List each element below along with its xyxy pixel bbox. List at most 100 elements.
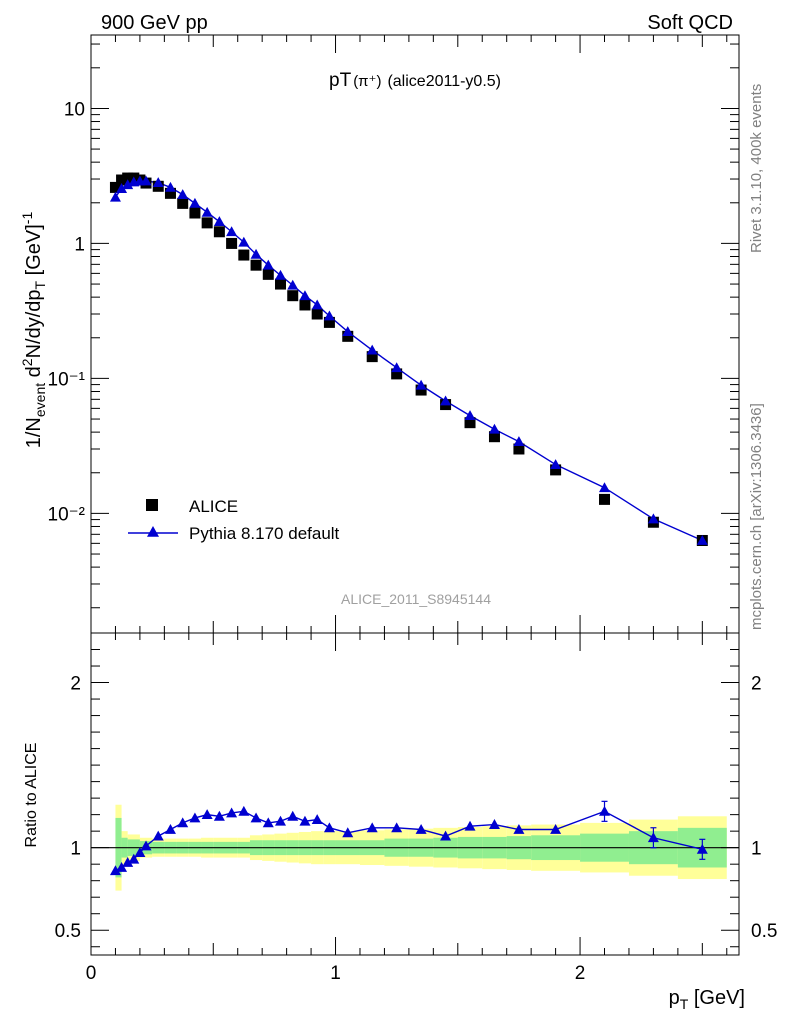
ratio-data-point — [415, 824, 427, 834]
ratio-data-point — [250, 812, 262, 823]
pythia-data-point — [140, 175, 152, 186]
alice-data-point — [415, 384, 427, 396]
pythia-data-point — [275, 269, 287, 280]
ratio-y-tick-label-right: 2 — [751, 674, 762, 695]
ratio-data-point — [128, 853, 140, 864]
plot-title-main: pT — [329, 70, 352, 91]
ratio-data-point — [134, 847, 146, 858]
pythia-data-point — [599, 482, 611, 493]
ratio-data-point — [488, 819, 500, 829]
ratio-data-point — [164, 824, 176, 834]
ratio-plot-content — [91, 800, 739, 891]
ratio-data-point — [513, 824, 525, 834]
ratio-plot-panel: 0.5 0.5 1 1 2 2 0 1 2 — [55, 632, 777, 984]
ratio-data-point — [599, 805, 611, 816]
alice-data-point — [226, 237, 238, 249]
alice-data-point — [201, 217, 213, 229]
alice-data-point — [299, 299, 311, 311]
ratio-data-point — [109, 865, 121, 876]
pythia-data-point — [696, 534, 708, 545]
ratio-data-point — [391, 822, 403, 833]
x-tick-label: 2 — [575, 963, 586, 984]
ratio-axes: 0.5 0.5 1 1 2 2 0 1 2 — [55, 633, 777, 984]
ratio-data-point — [311, 814, 323, 824]
ratio-data-point — [122, 857, 134, 867]
ratio-data-point — [262, 817, 274, 828]
alice-data-point — [599, 493, 611, 505]
ratio-y-tick-label-right: 1 — [751, 839, 762, 860]
pythia-data-point — [152, 177, 164, 188]
ratio-y-tick-label-right: 0.5 — [751, 921, 777, 942]
pythia-data-point — [238, 236, 250, 247]
pythia-data-point — [323, 310, 335, 321]
pythia-data-point — [287, 279, 299, 290]
pythia-data-point — [122, 179, 134, 190]
ratio-data-point — [464, 820, 476, 831]
header-left: 900 GeV pp — [101, 12, 208, 34]
alice-data-point — [488, 431, 500, 443]
x-axis-label: pT [GeV] — [669, 987, 745, 1012]
ratio-data-point — [550, 824, 562, 834]
alice-data-point — [189, 207, 201, 219]
alice-data-point — [550, 464, 562, 476]
pythia-data-point — [262, 259, 274, 270]
pythia-data-point — [391, 362, 403, 373]
main-y-tick-label: 10 — [64, 99, 85, 120]
pythia-data-point — [213, 216, 225, 227]
alice-data-point — [238, 249, 250, 261]
ratio-data-point — [440, 830, 452, 841]
ratio-data-point — [299, 815, 311, 826]
x-tick-label: 0 — [86, 963, 97, 984]
ratio-data-point — [647, 832, 659, 843]
pythia-data-point — [366, 344, 378, 355]
alice-data-point — [366, 351, 378, 363]
x-tick-label: 1 — [330, 963, 341, 984]
main-axes: 10⁻² 10⁻¹ 1 10 — [48, 35, 739, 633]
pythia-data-point — [226, 226, 238, 237]
main-plot-frame — [90, 34, 740, 634]
pythia-data-point — [415, 379, 427, 390]
ratio-data-point — [140, 840, 152, 851]
pythia-data-point — [177, 189, 189, 199]
pythia-data-point — [189, 197, 201, 208]
legend: ALICE Pythia 8.170 default — [128, 497, 340, 543]
alice-data-point — [164, 187, 176, 199]
alice-data-point — [464, 417, 476, 429]
pythia-data-point — [311, 299, 323, 310]
ratio-data-point — [226, 807, 238, 818]
alice-data-point — [513, 443, 525, 455]
plot-title: pT (π⁺) (alice2011-y0.5) — [329, 70, 501, 91]
alice-data-point — [391, 368, 403, 380]
legend-pythia-label: Pythia 8.170 default — [189, 524, 340, 543]
pythia-data-point — [250, 248, 262, 259]
plot-title-tag: (alice2011-y0.5) — [387, 73, 501, 90]
pythia-data-point — [342, 326, 354, 337]
pythia-data-point — [116, 183, 128, 193]
alice-data-point — [342, 330, 354, 342]
pythia-curve — [114, 180, 703, 542]
alice-data-point — [177, 197, 189, 209]
pythia-data-point — [647, 513, 659, 524]
legend-alice-label: ALICE — [189, 497, 238, 516]
alice-data-point — [250, 259, 262, 271]
ratio-plot-frame — [90, 632, 740, 956]
alice-data-point — [262, 268, 274, 280]
ratio-data-point — [201, 809, 213, 820]
ratio-data-point — [275, 815, 287, 826]
pythia-data-point — [513, 436, 525, 447]
plot-title-particle: (π⁺) — [353, 73, 381, 90]
mcplots-reference-label: mcplots.cern.ch [arXiv:1306.3436] — [748, 403, 765, 630]
ratio-y-tick-label: 1 — [70, 839, 81, 860]
legend-pythia-marker — [147, 526, 159, 537]
ratio-data-point — [696, 843, 708, 854]
pythia-data-point — [488, 423, 500, 434]
ratio-y-tick-label: 2 — [70, 674, 81, 695]
ratio-y-axis-label: Ratio to ALICE — [23, 743, 40, 848]
header-right: Soft QCD — [647, 12, 733, 34]
ratio-data-point — [177, 817, 189, 828]
ratio-data-point — [238, 805, 250, 816]
pythia-data-point — [109, 191, 121, 202]
ratio-data-point — [189, 812, 201, 823]
alice-data-point — [323, 316, 335, 328]
